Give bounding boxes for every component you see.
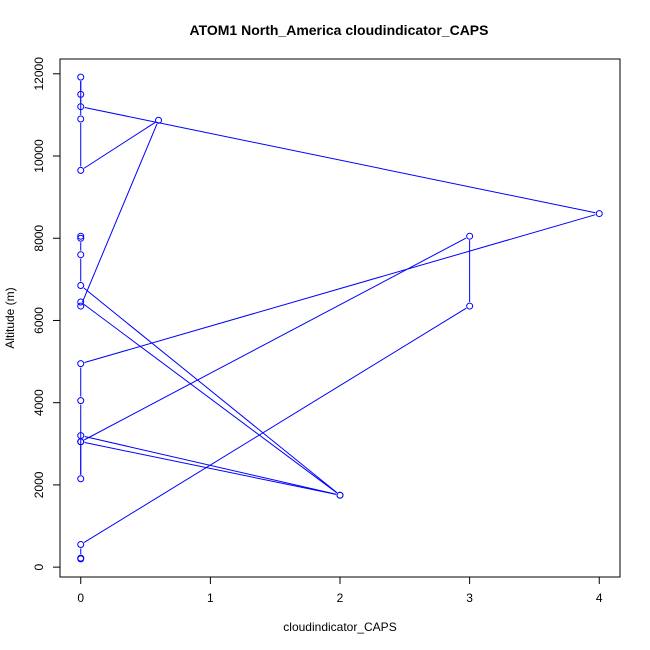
series-line-segment (83, 303, 338, 494)
data-point (77, 251, 85, 259)
y-axis: 0 2000 4000 6000 8000 10000 12000 (32, 57, 61, 570)
x-tick-label: 3 (466, 591, 473, 605)
chart-title: ATOM1 North_America cloudindicator_CAPS (190, 22, 489, 38)
y-tick-label: 8000 (32, 225, 46, 252)
data-point (155, 116, 163, 124)
data-point (77, 234, 85, 242)
data-point (77, 438, 85, 446)
data-point (77, 541, 85, 549)
data-point (77, 282, 85, 290)
y-tick-label: 0 (32, 563, 46, 570)
y-axis-label: Altitude (m) (3, 287, 17, 348)
series-line-segment (84, 214, 596, 364)
data-point (77, 554, 85, 562)
data-point (77, 298, 85, 306)
data-point (77, 103, 85, 111)
series-line-segment (84, 237, 467, 441)
data-point (77, 90, 85, 98)
series-line-segment (84, 107, 596, 214)
data-point (77, 397, 85, 405)
data-point (595, 210, 603, 218)
x-tick-label: 4 (596, 591, 603, 605)
y-tick-label: 6000 (32, 307, 46, 334)
data-point (77, 232, 85, 240)
data-point (336, 491, 344, 499)
plot-frame (59, 58, 621, 578)
data-point (77, 475, 85, 483)
data-point (77, 73, 85, 81)
series-line-segment (81, 123, 158, 303)
x-axis: 0 1 2 3 4 (77, 576, 603, 605)
data-point (77, 166, 85, 174)
y-tick-label: 4000 (32, 389, 46, 416)
x-axis-label: cloudindicator_CAPS (283, 620, 396, 634)
series-layer (77, 73, 603, 563)
data-point (77, 302, 85, 310)
data-point (466, 302, 474, 310)
y-tick-label: 2000 (32, 471, 46, 498)
data-point (77, 360, 85, 368)
series-line-segment (83, 122, 156, 169)
y-tick-label: 12000 (32, 57, 46, 91)
data-point (77, 115, 85, 123)
series-line-segment (83, 287, 338, 494)
data-point (466, 232, 474, 240)
y-tick-label: 10000 (32, 139, 46, 173)
series-line-segment (84, 442, 337, 495)
x-tick-label: 2 (337, 591, 344, 605)
series-line-segment (83, 307, 467, 543)
x-tick-label: 1 (207, 591, 214, 605)
x-tick-label: 0 (77, 591, 84, 605)
series-line-segment (84, 435, 337, 495)
